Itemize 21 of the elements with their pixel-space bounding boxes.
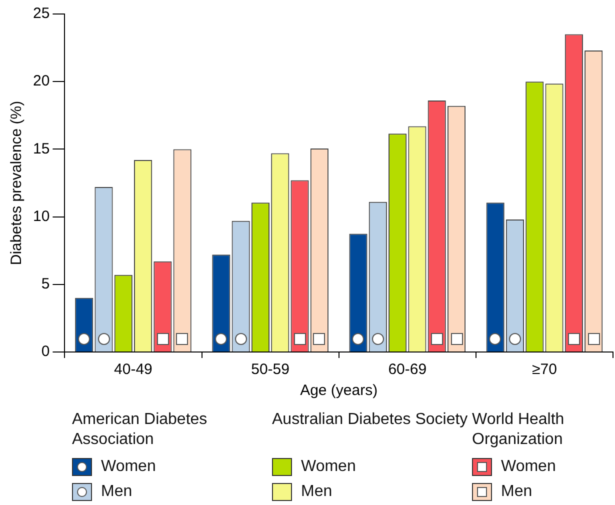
legend-label: Men	[301, 482, 332, 500]
text: World Health Organization	[472, 410, 566, 450]
x-tick-label: ≥70	[532, 361, 557, 378]
y-tick-label: 5	[41, 276, 50, 293]
y-tick-label: 25	[32, 5, 50, 22]
x-tick-label: 60-69	[388, 361, 427, 378]
legend-label: Women	[101, 458, 156, 476]
y-tick-label: 0	[41, 343, 50, 360]
y-tick-label: 20	[32, 72, 50, 90]
y-tick-label: 10	[32, 208, 50, 225]
legend-label: Women	[501, 458, 556, 476]
y-axis-title: Diabetes prevalence (%)	[8, 100, 26, 266]
text: American Diabetes Association	[72, 410, 208, 450]
legend-label: Men	[101, 482, 132, 500]
x-tick-label: 40-49	[114, 361, 152, 378]
legend-label: Men	[501, 482, 532, 500]
x-tick-label: 50-59	[251, 361, 290, 378]
y-tick-label: 15	[32, 140, 50, 158]
legend-label: Women	[301, 458, 356, 476]
text: Australian Diabetes Society	[272, 410, 469, 430]
x-axis-title: Age (years)	[300, 382, 378, 400]
